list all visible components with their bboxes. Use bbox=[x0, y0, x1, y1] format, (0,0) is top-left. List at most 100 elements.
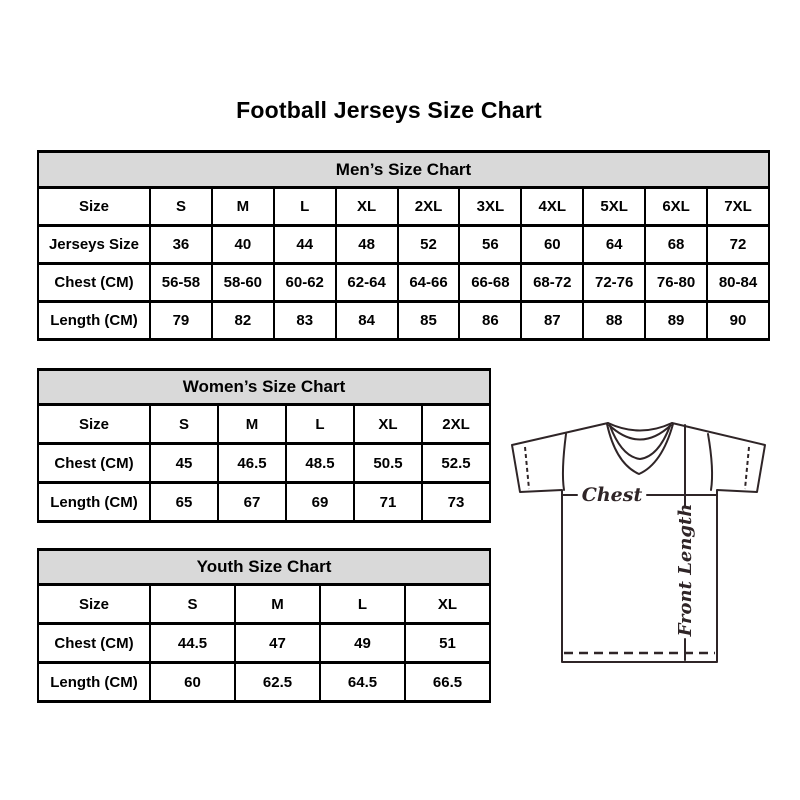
table-cell: 82 bbox=[210, 300, 275, 341]
row-label: Length (CM) bbox=[37, 661, 151, 703]
table-cell: 56-58 bbox=[149, 262, 213, 303]
table-cell: 64.5 bbox=[319, 661, 406, 703]
table-cell: 36 bbox=[149, 224, 213, 265]
table-cell: S bbox=[149, 583, 236, 625]
row-label: Chest (CM) bbox=[37, 622, 151, 664]
page-title: Football Jerseys Size Chart bbox=[236, 97, 542, 123]
table-cell: 52 bbox=[396, 224, 461, 265]
table-title: Youth Size Chart bbox=[37, 548, 491, 586]
table-cell: 46.5 bbox=[217, 442, 287, 484]
front-length-label: Front Length bbox=[675, 504, 696, 638]
row-label: Size bbox=[37, 186, 151, 227]
table-cell: 72 bbox=[706, 224, 770, 265]
table-cell: XL bbox=[404, 583, 491, 625]
row-label: Size bbox=[37, 403, 151, 445]
table-cell: 44 bbox=[272, 224, 337, 265]
collar-band-arc bbox=[608, 424, 672, 441]
collar-outer-v bbox=[606, 423, 674, 475]
table-cell: 88 bbox=[582, 300, 647, 341]
womens-size-table: Women’s Size Chart Size S M L XL 2XL Chest (CM)… bbox=[37, 368, 491, 523]
row-label: Chest (CM) bbox=[37, 442, 151, 484]
table-row: Size S M L XL 2XL bbox=[37, 403, 491, 445]
chest-label: Chest bbox=[582, 484, 643, 506]
table-cell: 86 bbox=[458, 300, 523, 341]
table-cell: 60 bbox=[149, 661, 236, 703]
mens-size-table: Men’s Size Chart Size S M L XL 2XL 3XL 4XL 5XL 6XL… bbox=[37, 150, 770, 341]
table-cell: 66.5 bbox=[404, 661, 491, 703]
table-cell: 90 bbox=[706, 300, 770, 341]
table-cell: L bbox=[285, 403, 355, 445]
table-row: Size S M L XL 2XL 3XL 4XL 5XL 6XL 7XL bbox=[37, 186, 770, 227]
table-cell: 48 bbox=[334, 224, 399, 265]
jersey-outline-icon: Chest Front Length bbox=[511, 422, 766, 663]
table-cell: 47 bbox=[234, 622, 321, 664]
collar-top-arc bbox=[607, 422, 673, 432]
table-cell: 60 bbox=[520, 224, 585, 265]
table-cell: 6XL bbox=[644, 186, 709, 227]
table-row: Length (CM) 65 67 69 71 73 bbox=[37, 481, 491, 523]
table-cell: 2XL bbox=[396, 186, 461, 227]
table-cell: 79 bbox=[149, 300, 213, 341]
right-cuff-stitch bbox=[744, 446, 750, 490]
table-cell: 3XL bbox=[458, 186, 523, 227]
table-row: Length (CM) 79 82 83 84 85 86 87 88 89 90 bbox=[37, 300, 770, 341]
table-cell: M bbox=[217, 403, 287, 445]
table-cell: 84 bbox=[334, 300, 399, 341]
table-cell: 48.5 bbox=[285, 442, 355, 484]
table-cell: 56 bbox=[458, 224, 523, 265]
table-cell: 67 bbox=[217, 481, 287, 523]
collar-inner-curve bbox=[609, 425, 671, 460]
table-cell: 80-84 bbox=[706, 262, 770, 303]
table-cell: 58-60 bbox=[210, 262, 275, 303]
left-sleeve-seam bbox=[561, 433, 567, 491]
table-cell: 83 bbox=[272, 300, 337, 341]
table-cell: 49 bbox=[319, 622, 406, 664]
table-title-row: Women’s Size Chart bbox=[37, 368, 491, 406]
table-cell: S bbox=[149, 403, 219, 445]
table-title-row: Youth Size Chart bbox=[37, 548, 491, 586]
table-cell: 71 bbox=[353, 481, 423, 523]
table-cell: L bbox=[272, 186, 337, 227]
table-cell: S bbox=[149, 186, 213, 227]
table-cell: M bbox=[210, 186, 275, 227]
table-cell: 66-68 bbox=[458, 262, 523, 303]
table-cell: 7XL bbox=[706, 186, 770, 227]
row-label: Size bbox=[37, 583, 151, 625]
row-label: Jerseys Size bbox=[37, 224, 151, 265]
youth-size-table: Youth Size Chart Size S M L XL Chest (CM) 44.5 4… bbox=[37, 548, 491, 703]
row-label: Length (CM) bbox=[37, 300, 151, 341]
table-cell: 64-66 bbox=[396, 262, 461, 303]
table-cell: 40 bbox=[210, 224, 275, 265]
table-cell: 65 bbox=[149, 481, 219, 523]
jersey-measurement-diagram: Chest Front Length bbox=[502, 412, 774, 668]
left-cuff-stitch bbox=[524, 446, 530, 490]
table-cell: XL bbox=[353, 403, 423, 445]
row-label: Chest (CM) bbox=[37, 262, 151, 303]
table-cell: 68 bbox=[644, 224, 709, 265]
table-cell: 68-72 bbox=[520, 262, 585, 303]
table-row: Length (CM) 60 62.5 64.5 66.5 bbox=[37, 661, 491, 703]
table-cell: 76-80 bbox=[644, 262, 709, 303]
table-cell: 87 bbox=[520, 300, 585, 341]
table-cell: 64 bbox=[582, 224, 647, 265]
table-row: Jerseys Size 36 40 44 48 52 56 60 64 68 72 bbox=[37, 224, 770, 265]
table-cell: 89 bbox=[644, 300, 709, 341]
table-title-row: Men’s Size Chart bbox=[37, 150, 770, 189]
table-cell: L bbox=[319, 583, 406, 625]
table-cell: 50.5 bbox=[353, 442, 423, 484]
table-cell: 51 bbox=[404, 622, 491, 664]
table-cell: 62.5 bbox=[234, 661, 321, 703]
table-row: Chest (CM) 56-58 58-60 60-62 62-64 64-66 66-68… bbox=[37, 262, 770, 303]
table-row: Chest (CM) 44.5 47 49 51 bbox=[37, 622, 491, 664]
table-cell: 45 bbox=[149, 442, 219, 484]
table-title: Women’s Size Chart bbox=[37, 368, 491, 406]
table-cell: 62-64 bbox=[334, 262, 399, 303]
table-cell: 4XL bbox=[520, 186, 585, 227]
table-cell: 73 bbox=[421, 481, 491, 523]
table-row: Size S M L XL bbox=[37, 583, 491, 625]
table-cell: 52.5 bbox=[421, 442, 491, 484]
table-cell: 2XL bbox=[421, 403, 491, 445]
row-label: Length (CM) bbox=[37, 481, 151, 523]
table-cell: 44.5 bbox=[149, 622, 236, 664]
table-cell: 60-62 bbox=[272, 262, 337, 303]
